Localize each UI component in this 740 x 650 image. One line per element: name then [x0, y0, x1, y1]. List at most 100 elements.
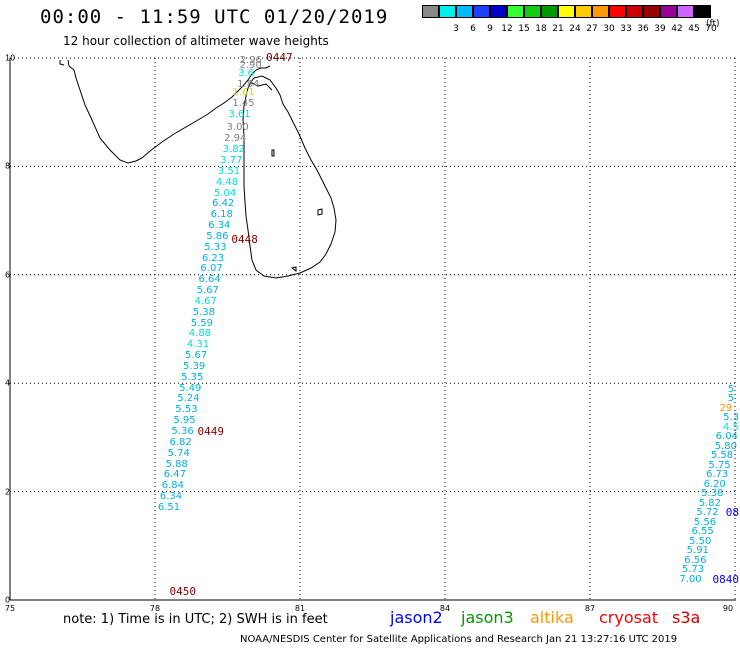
- wave-height-label: 6.18: [210, 209, 233, 221]
- wave-height-label: 2.94: [224, 133, 247, 145]
- y-tick-label: 0: [5, 595, 11, 605]
- legend-swatch: [490, 5, 507, 18]
- wave-height-label: 6.23: [201, 252, 225, 264]
- wave-height-label: 5.67: [184, 350, 208, 362]
- wave-height-label: 5.91: [686, 545, 709, 557]
- jaffna-peninsula: [249, 81, 273, 91]
- wave-height-label: 5.86: [206, 230, 229, 242]
- wave-height-label: 3.51: [217, 165, 241, 177]
- wave-height-label: 2.96: [239, 54, 262, 66]
- coastline: [59, 59, 337, 279]
- satellite-altika: altika: [530, 608, 574, 627]
- legend-label: 30: [603, 24, 615, 34]
- legend-swatch: [643, 5, 660, 18]
- legend-label: 42: [671, 24, 683, 34]
- wave-height-label: 3.77: [220, 154, 243, 166]
- y-tick-label: 6: [5, 270, 11, 280]
- legend-swatch: [507, 5, 524, 18]
- legend-swatch: [473, 5, 490, 18]
- legend-label: 18: [535, 24, 547, 34]
- wave-height-label: 5.50: [689, 536, 712, 547]
- wave-height-label: 4.5: [722, 422, 739, 434]
- x-tick-label: 81: [294, 604, 306, 613]
- legend-label: 36: [637, 24, 649, 34]
- wave-height-label: 5.59: [190, 317, 214, 329]
- pass-time-label: 0447: [266, 51, 293, 64]
- wave-height-label: 6.34: [159, 491, 183, 503]
- legend-swatch: [558, 5, 575, 18]
- map-frame: [9, 58, 736, 601]
- map-grid: [10, 57, 736, 600]
- wave-height-label: 6.34: [208, 220, 231, 232]
- legend-label: 39: [654, 24, 666, 34]
- legend-swatch: [660, 5, 677, 18]
- wave-height-label: 5.36: [171, 425, 194, 437]
- wave-height-label: 3.61: [228, 108, 251, 120]
- legend-swatch: [626, 5, 643, 18]
- wave-height-label: 6.04: [715, 431, 738, 443]
- wave-height-label: 5.33: [204, 241, 227, 253]
- island-1: [271, 149, 275, 157]
- x-tick-label: 84: [439, 604, 451, 613]
- wave-height-label: 1.45: [232, 98, 255, 110]
- wave-height-label: 5.73: [681, 564, 705, 576]
- wave-height-label: 5.38: [701, 488, 724, 500]
- wave-height-label: 5.35: [181, 371, 204, 383]
- wave-height-label: 4.48: [215, 176, 239, 188]
- wave-height-label: 3.82: [222, 144, 245, 156]
- satellite-cryosat: cryosat: [599, 608, 659, 627]
- wave-height-label: 5.74: [167, 447, 190, 459]
- note-text: note: 1) Time is in UTC; 2) SWH is in fe…: [63, 612, 328, 627]
- wave-height-label: 5: [727, 393, 735, 405]
- page-subtitle: 12 hour collection of altimeter wave hei…: [63, 34, 329, 48]
- legend-label: 15: [518, 24, 530, 34]
- legend-swatch: [575, 5, 592, 18]
- wave-height-label: 5.75: [708, 460, 731, 472]
- wave-height-label: 5.56: [693, 517, 717, 529]
- wave-height-label: 5.58: [710, 450, 734, 462]
- wave-height-label: 2.90: [239, 60, 262, 72]
- satellite-s3a: s3a: [672, 608, 701, 627]
- sri-lanka-coastline: [242, 75, 337, 279]
- wave-height-label: 5.24: [177, 393, 200, 405]
- pass-time-label: 0448: [231, 232, 258, 246]
- wave-height-label: 6.56: [684, 554, 707, 566]
- wave-height-label: 5.49: [179, 382, 202, 394]
- wave-height-label: 1.61: [232, 87, 255, 99]
- india-coastline: [67, 59, 271, 164]
- wave-height-label: 3.00: [226, 122, 249, 134]
- legend-swatch: [456, 5, 473, 18]
- wave-height-label: 29: [719, 403, 733, 415]
- x-tick-label: 90: [722, 604, 734, 613]
- legend-swatch: [439, 5, 456, 18]
- wave-height-label: 6.51: [157, 501, 181, 513]
- wave-height-label: 5.72: [696, 507, 719, 519]
- legend-label: 33: [620, 24, 632, 34]
- y-tick-label: 10: [5, 53, 16, 63]
- credit-line: NOAA/NESDIS Center for Satellite Applica…: [240, 634, 678, 645]
- legend-label: 45: [688, 24, 700, 34]
- legend-swatch: [422, 5, 439, 18]
- wave-height-label: 7.00: [679, 573, 702, 585]
- legend-label: 24: [569, 24, 581, 34]
- wave-height-label: 1.84: [237, 79, 260, 91]
- wave-height-label: 6.73: [706, 469, 729, 481]
- wave-height-label: 5.95: [173, 415, 196, 427]
- legend-label: 3: [453, 24, 459, 34]
- legend-swatch: [677, 5, 694, 18]
- wave-height-label: 5: [727, 384, 735, 396]
- legend-label: 9: [487, 24, 493, 34]
- island-2: [317, 208, 323, 216]
- legend-label: 6: [470, 24, 476, 34]
- wave-height-label: 6.42: [212, 198, 235, 210]
- legend-swatch: [609, 5, 626, 18]
- wave-height-label: 5.67: [196, 285, 219, 297]
- wave-height-label: 4.67: [194, 295, 217, 307]
- legend-label: 21: [552, 24, 564, 34]
- x-tick-label: 87: [584, 604, 596, 613]
- legend-label: 70: [705, 24, 717, 34]
- wave-height-label: 6.07: [200, 263, 223, 275]
- pass-time-label: 08: [725, 506, 739, 520]
- pass-time-label: 0450: [169, 584, 197, 598]
- wave-height-label: 5.82: [698, 498, 722, 510]
